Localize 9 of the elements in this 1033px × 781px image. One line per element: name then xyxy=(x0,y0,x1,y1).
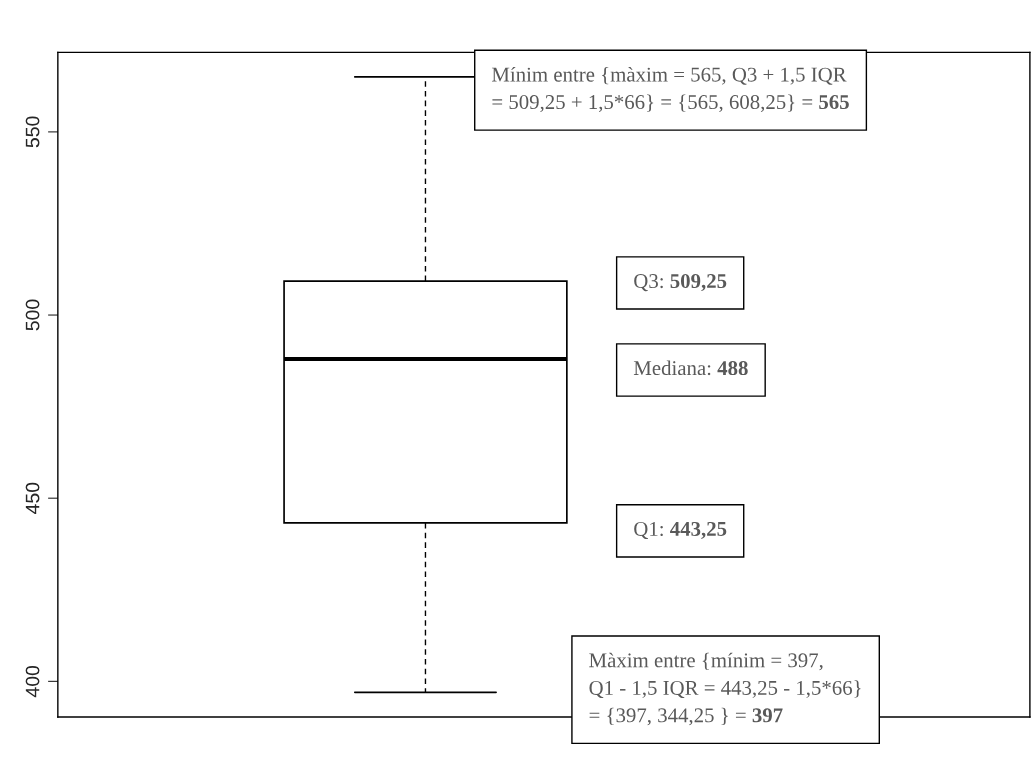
annotation: Mediana: 488 xyxy=(633,360,748,376)
y-tick-label: 450 xyxy=(25,482,40,514)
y-tick-label: 400 xyxy=(25,665,40,698)
y-tick-label: 550 xyxy=(25,116,40,148)
y-tick-label: 500 xyxy=(25,299,40,331)
annotation: Mínim entre {màxim = 565, Q3 + 1,5 IQR = 509,25 + 1,5*66} = {565, 608,25} = 565 xyxy=(491,66,849,113)
annotation: Q1: 443,25 xyxy=(634,521,727,540)
annotation: Q3: 509,25 xyxy=(634,274,727,292)
annotation: Màxim entre {mínim = 397, Q1 - 1,5 IQR = 443,25 - 1,5*66} = {397, 344,25 } = 397 xyxy=(589,652,861,726)
